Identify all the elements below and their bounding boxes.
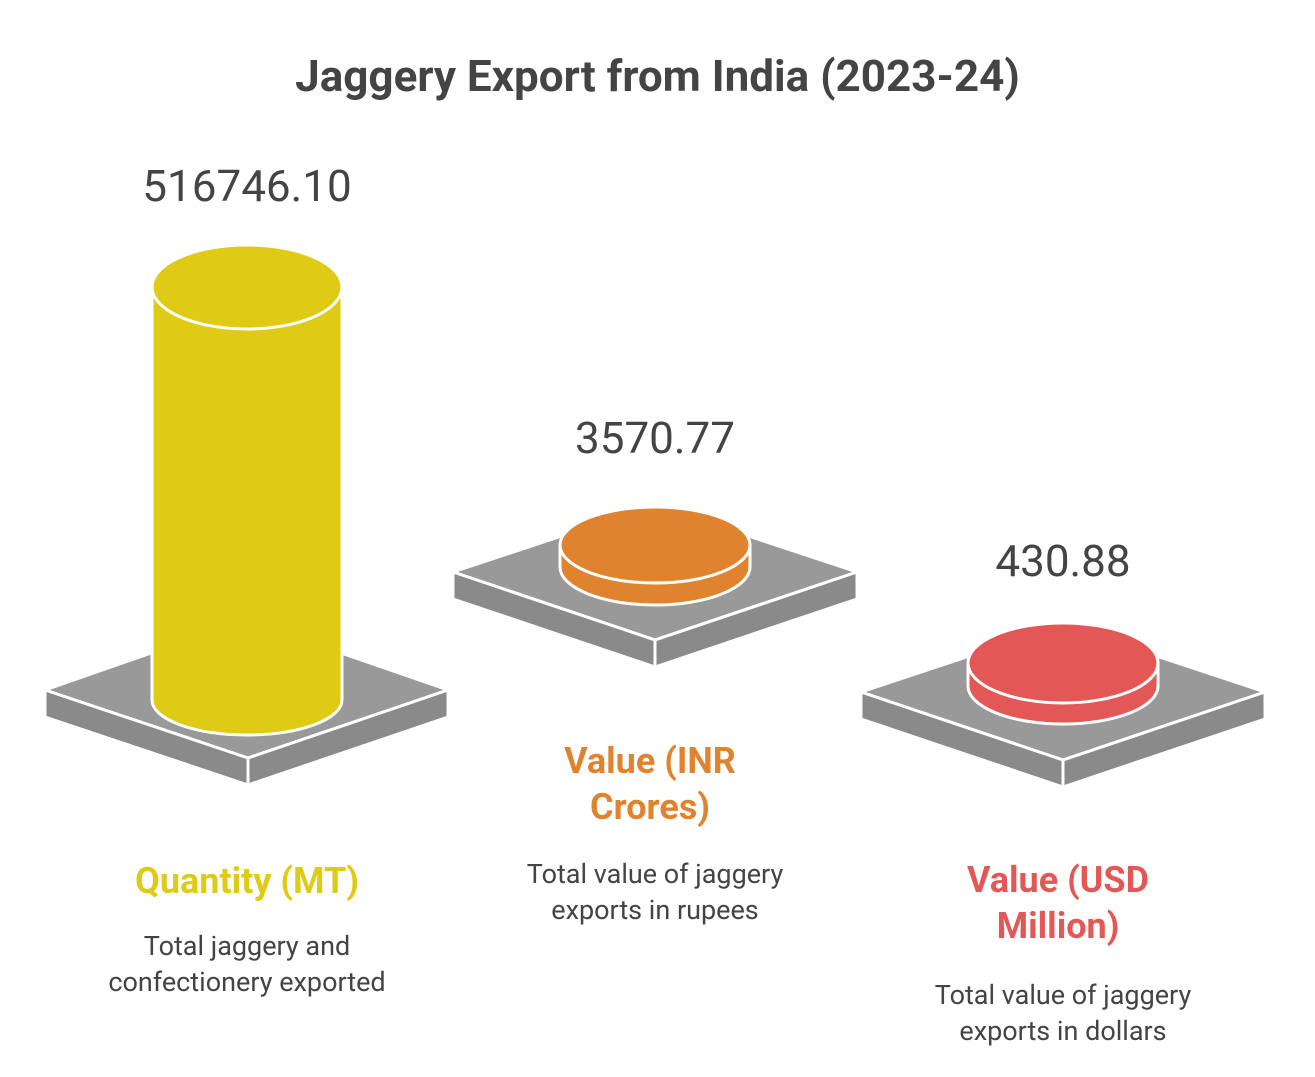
cylinder — [150, 243, 344, 737]
description: Total value of jaggery exports in dollar… — [934, 979, 1192, 1047]
label: Value (USD Million) — [967, 859, 1149, 947]
title: Jaggery Export from India (2023-24) — [295, 50, 1020, 102]
disc — [966, 621, 1160, 726]
value: 430.88 — [995, 535, 1131, 587]
value: 516746.10 — [142, 160, 352, 212]
label: Quantity (MT) — [135, 860, 359, 902]
description: Total jaggery and confectionery exported — [108, 930, 386, 998]
label: Value (INR Crores) — [564, 740, 736, 828]
description: Total value of jaggery exports in rupees — [526, 858, 784, 926]
value: 3570.77 — [575, 412, 735, 464]
disc — [558, 505, 752, 607]
